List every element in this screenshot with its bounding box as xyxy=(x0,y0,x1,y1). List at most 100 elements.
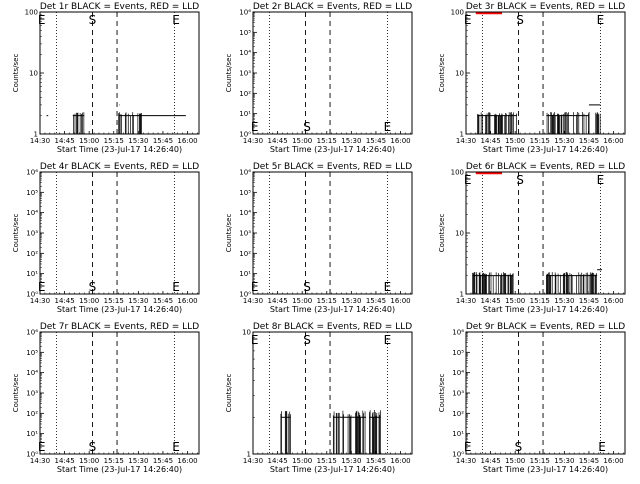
x-tick-label: 14:30 xyxy=(456,297,476,305)
y-tick-label: 10⁵ xyxy=(452,349,464,357)
y-tick-label: 10 xyxy=(455,230,464,238)
end-marker: E xyxy=(251,333,259,347)
x-tick-label: 14:45 xyxy=(267,457,287,465)
x-tick-label: 14:30 xyxy=(243,297,263,305)
x-tick-label: 15:30 xyxy=(128,297,148,305)
x-axis-label: Start Time (23-Jul-17 14:26:40) xyxy=(57,305,182,314)
panel-chart-svg: Det 9r BLACK = Events, RED = LLD 14:30 14:… xyxy=(438,322,626,474)
x-tick-label: 15:45 xyxy=(579,137,599,145)
x-tick-label: 16:00 xyxy=(177,297,197,305)
panel-chart-svg: Det 5r BLACK = Events, RED = LLD 14:30 14:… xyxy=(225,162,413,314)
detector-panel-6: Det 6r BLACK = Events, RED = LLD 14:30 14:… xyxy=(426,160,639,324)
y-tick-label: 10⁰ xyxy=(26,291,38,299)
y-tick-label: 10⁴ xyxy=(239,49,251,57)
end-marker: E xyxy=(172,13,180,27)
y-tick-label: 10¹ xyxy=(239,270,251,278)
panel-chart-svg: Det 3r BLACK = Events, RED = LLD 14:30 14:… xyxy=(438,2,626,154)
x-tick-label: 14:45 xyxy=(54,297,74,305)
y-tick-label: 10⁴ xyxy=(26,369,38,377)
x-tick-label: 15:45 xyxy=(153,137,173,145)
x-tick-label: 14:45 xyxy=(54,457,74,465)
end-marker: E xyxy=(38,440,46,454)
x-tick-label: 14:45 xyxy=(54,137,74,145)
y-tick-label: 100 xyxy=(451,9,464,17)
y-tick-label: 10¹ xyxy=(452,430,464,438)
x-tick-label: 15:15 xyxy=(530,297,550,305)
y-tick-label: 10⁰ xyxy=(239,291,251,299)
y-axis-label: Counts/sec xyxy=(225,374,233,413)
y-axis-label: Counts/sec xyxy=(225,214,233,253)
y-tick-label: 10¹ xyxy=(26,270,38,278)
y-tick-label: 1 xyxy=(460,131,464,139)
x-tick-label: 15:15 xyxy=(317,297,337,305)
x-tick-label: 15:30 xyxy=(341,137,361,145)
detector-panel-8: Det 8r BLACK = Events, RED = LLD 14:30 14:… xyxy=(213,320,426,484)
y-tick-label: 100 xyxy=(451,169,464,177)
x-tick-label: 16:00 xyxy=(603,457,623,465)
y-tick-label: 10² xyxy=(239,250,251,258)
x-tick-label: 15:15 xyxy=(317,137,337,145)
x-tick-label: 15:30 xyxy=(554,137,574,145)
x-tick-label: 16:00 xyxy=(603,297,623,305)
detector-panel-4: Det 4r BLACK = Events, RED = LLD 14:30 14:… xyxy=(0,160,213,324)
start-marker: S xyxy=(516,173,524,187)
end-marker: E xyxy=(464,440,472,454)
plot-frame xyxy=(39,331,200,455)
panel-chart-svg: Det 2r BLACK = Events, RED = LLD 14:30 14:… xyxy=(225,2,413,154)
x-tick-label: 16:00 xyxy=(177,457,197,465)
end-marker: E xyxy=(464,173,472,187)
x-tick-label: 16:00 xyxy=(390,137,410,145)
x-axis-label: Start Time (23-Jul-17 14:26:40) xyxy=(483,305,608,314)
x-tick-label: 15:00 xyxy=(292,457,312,465)
x-tick-label: 15:15 xyxy=(530,137,550,145)
y-tick-label: 1 xyxy=(34,131,38,139)
panel-chart-svg: Det 6r BLACK = Events, RED = LLD 14:30 14:… xyxy=(438,162,626,314)
detector-panel-9: Det 9r BLACK = Events, RED = LLD 14:30 14:… xyxy=(426,320,639,484)
end-marker: E xyxy=(38,13,46,27)
y-tick-label: 10¹ xyxy=(239,110,251,118)
x-tick-label: 15:30 xyxy=(341,457,361,465)
y-tick-label: 10 xyxy=(455,70,464,78)
plot-frame xyxy=(465,331,626,455)
y-tick-label: 10² xyxy=(452,410,464,418)
y-tick-label: 1 xyxy=(460,291,464,299)
end-marker: E xyxy=(251,120,259,134)
y-tick-label: 10⁶ xyxy=(239,169,251,177)
y-axis-label: Counts/sec xyxy=(12,214,20,253)
panel-title: Det 8r BLACK = Events, RED = LLD xyxy=(253,322,412,332)
y-tick-label: 10⁴ xyxy=(26,209,38,217)
y-axis-label: Counts/sec xyxy=(12,54,20,93)
y-tick-label: 10² xyxy=(239,90,251,98)
y-tick-label: 10² xyxy=(26,410,38,418)
x-tick-label: 15:45 xyxy=(153,457,173,465)
end-marker: E xyxy=(384,120,392,134)
start-marker: S xyxy=(303,280,311,294)
x-tick-label: 15:00 xyxy=(292,297,312,305)
end-marker: E xyxy=(384,333,392,347)
plot-frame xyxy=(252,11,413,135)
y-tick-label: 10⁵ xyxy=(239,29,251,37)
y-tick-label: 10⁵ xyxy=(26,189,38,197)
panel-title: Det 7r BLACK = Events, RED = LLD xyxy=(40,322,199,332)
y-tick-label: 10³ xyxy=(26,390,38,398)
y-tick-label: 10³ xyxy=(239,230,251,238)
x-tick-label: 15:45 xyxy=(366,297,386,305)
x-tick-label: 14:30 xyxy=(30,457,50,465)
plot-frame xyxy=(252,171,413,295)
y-tick-label: 10 xyxy=(242,329,251,337)
panel-chart-svg: Det 7r BLACK = Events, RED = LLD 14:30 14:… xyxy=(12,322,200,474)
x-tick-label: 14:45 xyxy=(480,297,500,305)
x-axis-label: Start Time (23-Jul-17 14:26:40) xyxy=(483,145,608,154)
x-tick-label: 14:45 xyxy=(267,137,287,145)
x-tick-label: 14:30 xyxy=(456,137,476,145)
x-tick-label: 14:30 xyxy=(243,457,263,465)
start-marker: S xyxy=(516,13,524,27)
x-tick-label: 15:15 xyxy=(104,457,124,465)
y-tick-label: 100 xyxy=(25,9,38,17)
x-tick-label: 16:00 xyxy=(390,297,410,305)
y-axis-label: Counts/sec xyxy=(12,374,20,413)
x-axis-label: Start Time (23-Jul-17 14:26:40) xyxy=(57,145,182,154)
end-marker: E xyxy=(384,280,392,294)
x-axis-label: Start Time (23-Jul-17 14:26:40) xyxy=(270,145,395,154)
